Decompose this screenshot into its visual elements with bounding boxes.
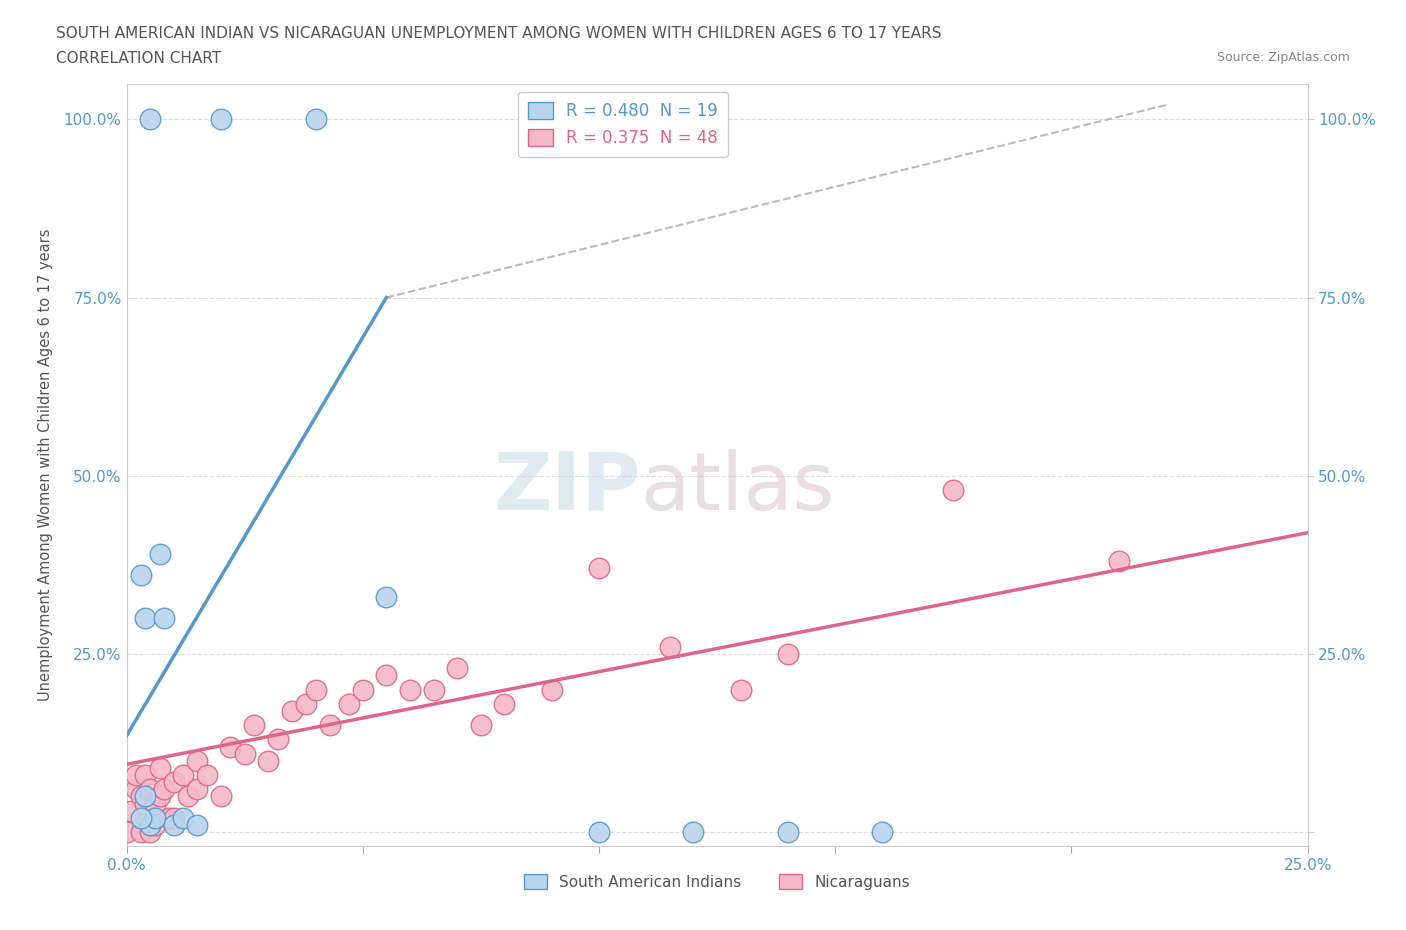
Point [658,639,681,654]
Point [304,112,326,126]
Point [139,825,162,840]
Point [186,817,208,832]
Point [157,810,180,825]
Point [1108,553,1130,568]
Point [125,767,148,782]
Text: ZIP: ZIP [494,449,640,527]
Point [352,682,374,697]
Point [243,718,266,733]
Legend: South American Indians, Nicaraguans: South American Indians, Nicaraguans [517,868,917,896]
Point [153,782,176,797]
Point [337,697,360,711]
Point [129,810,152,825]
Point [209,789,232,804]
Point [588,561,610,576]
Point [149,547,172,562]
Point [153,611,176,626]
Point [139,817,162,832]
Text: SOUTH AMERICAN INDIAN VS NICARAGUAN UNEMPLOYMENT AMONG WOMEN WITH CHILDREN AGES : SOUTH AMERICAN INDIAN VS NICARAGUAN UNEM… [56,26,942,41]
Text: Source: ZipAtlas.com: Source: ZipAtlas.com [1216,51,1350,64]
Point [494,697,516,711]
Point [776,646,799,661]
Point [134,789,156,804]
Point [872,825,894,840]
Point [149,789,172,804]
Point [139,782,162,797]
Point [257,753,280,768]
Point [163,810,186,825]
Point [134,796,156,811]
Point [186,782,208,797]
Point [304,682,326,697]
Point [172,767,194,782]
Point [115,825,138,840]
Point [129,825,152,840]
Point [776,825,799,840]
Point [177,789,200,804]
Text: atlas: atlas [640,449,835,527]
Point [588,825,610,840]
Point [163,775,186,790]
Point [186,753,208,768]
Point [120,804,142,818]
Point [730,682,752,697]
Point [318,718,340,733]
Point [129,789,152,804]
Point [143,796,166,811]
Point [149,761,172,776]
Point [399,682,422,697]
Point [143,810,166,825]
Point [195,767,218,782]
Point [295,697,318,711]
Point [134,767,156,782]
Point [470,718,492,733]
Text: CORRELATION CHART: CORRELATION CHART [56,51,221,66]
Point [209,112,232,126]
Point [267,732,290,747]
Point [540,682,562,697]
Point [219,739,242,754]
Y-axis label: Unemployment Among Women with Children Ages 6 to 17 years: Unemployment Among Women with Children A… [38,229,52,701]
Point [233,746,256,761]
Point [172,810,194,825]
Point [134,611,156,626]
Point [163,817,186,832]
Point [422,682,444,697]
Point [143,817,166,832]
Point [375,668,398,683]
Point [129,568,152,583]
Point [139,112,162,126]
Point [125,782,148,797]
Point [682,825,704,840]
Point [942,483,965,498]
Point [446,660,468,675]
Point [375,590,398,604]
Point [281,703,304,718]
